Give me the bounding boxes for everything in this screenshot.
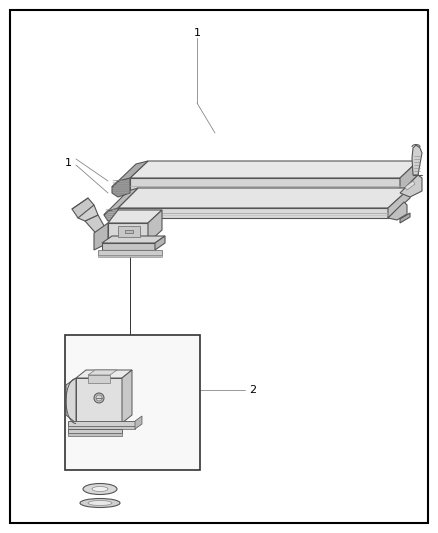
Polygon shape bbox=[388, 188, 410, 218]
Polygon shape bbox=[118, 226, 140, 237]
Polygon shape bbox=[405, 181, 415, 190]
Polygon shape bbox=[125, 230, 133, 233]
Ellipse shape bbox=[92, 487, 108, 491]
Polygon shape bbox=[66, 378, 76, 423]
Polygon shape bbox=[68, 426, 135, 429]
Ellipse shape bbox=[88, 500, 112, 505]
Polygon shape bbox=[388, 202, 407, 220]
Polygon shape bbox=[94, 223, 108, 250]
Polygon shape bbox=[88, 370, 117, 375]
Text: 1: 1 bbox=[194, 28, 201, 38]
Polygon shape bbox=[400, 175, 422, 197]
Text: 2: 2 bbox=[249, 385, 257, 395]
Polygon shape bbox=[68, 421, 135, 426]
Polygon shape bbox=[112, 178, 130, 197]
Polygon shape bbox=[148, 210, 162, 243]
Polygon shape bbox=[118, 208, 388, 218]
Polygon shape bbox=[155, 236, 165, 250]
Polygon shape bbox=[76, 378, 122, 423]
Polygon shape bbox=[135, 416, 142, 429]
Polygon shape bbox=[108, 210, 162, 223]
Polygon shape bbox=[112, 161, 148, 187]
Polygon shape bbox=[104, 188, 138, 215]
Polygon shape bbox=[400, 213, 410, 223]
Polygon shape bbox=[88, 375, 110, 383]
Polygon shape bbox=[68, 429, 122, 433]
Polygon shape bbox=[72, 198, 94, 218]
Ellipse shape bbox=[80, 498, 120, 507]
Ellipse shape bbox=[83, 483, 117, 495]
Circle shape bbox=[94, 393, 104, 403]
Circle shape bbox=[96, 395, 102, 401]
Polygon shape bbox=[102, 243, 155, 250]
Polygon shape bbox=[130, 178, 400, 193]
Polygon shape bbox=[102, 236, 165, 243]
Polygon shape bbox=[130, 161, 418, 178]
Polygon shape bbox=[78, 205, 98, 221]
Bar bbox=[65, 335, 200, 470]
Polygon shape bbox=[104, 208, 118, 221]
Polygon shape bbox=[98, 250, 162, 255]
Polygon shape bbox=[108, 223, 148, 243]
Polygon shape bbox=[76, 370, 132, 378]
Polygon shape bbox=[412, 145, 422, 175]
Text: 1: 1 bbox=[64, 158, 71, 168]
Polygon shape bbox=[85, 215, 108, 238]
Polygon shape bbox=[400, 161, 418, 193]
Polygon shape bbox=[98, 255, 162, 257]
Polygon shape bbox=[122, 370, 132, 423]
Polygon shape bbox=[68, 433, 122, 436]
Polygon shape bbox=[118, 188, 410, 208]
